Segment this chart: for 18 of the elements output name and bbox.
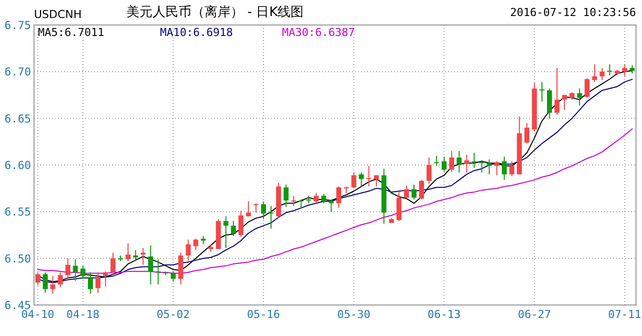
x-tick-label: 04-18 [66, 308, 100, 321]
chart-subtitle: USDCNH [34, 8, 82, 21]
text: 2016-07-12 10:23:56 [510, 6, 636, 19]
x-tick-label: 06-27 [518, 308, 551, 321]
y-tick-label: 6.70 [4, 66, 31, 79]
x-tick-label: 06-13 [428, 308, 461, 321]
x-tick-label: 04-10 [21, 308, 54, 321]
y-tick-label: 6.60 [4, 159, 31, 172]
x-tick-label: 05-02 [156, 308, 190, 321]
y-tick-label: 6.75 [4, 19, 31, 32]
x-tick-label: 05-16 [246, 308, 280, 321]
x-tick-label: 05-30 [337, 308, 370, 321]
legend: MA5:6.7011 MA10:6.6918 MA30:6.6387 [38, 26, 355, 39]
y-tick-label: 6.65 [4, 112, 31, 126]
y-tick-label: 6.55 [4, 206, 31, 219]
chart-title: 美元人民币（离岸） - 日K线图 [126, 4, 304, 20]
x-tick-label: 07-11 [608, 308, 642, 321]
y-tick-label: 6.50 [4, 252, 31, 266]
